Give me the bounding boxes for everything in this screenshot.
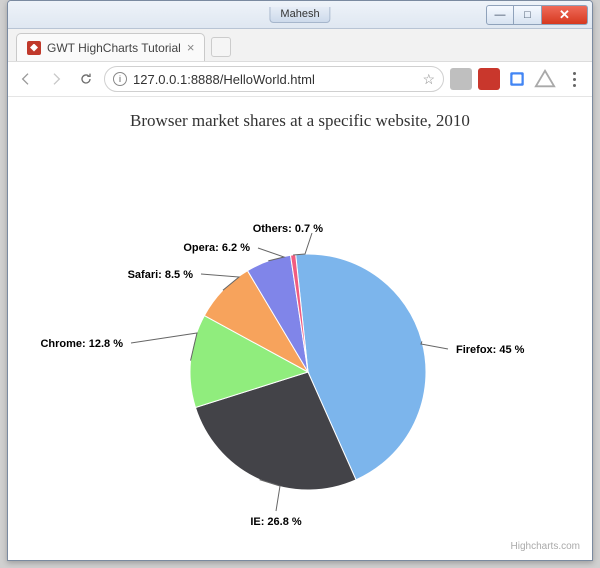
reload-icon xyxy=(78,71,94,87)
site-info-icon[interactable]: i xyxy=(113,72,127,86)
slice-label-safari: Safari: 8.5 % xyxy=(128,269,194,281)
slice-label-chrome: Chrome: 12.8 % xyxy=(40,338,123,350)
new-tab-button[interactable] xyxy=(211,37,231,57)
minimize-button[interactable]: — xyxy=(486,5,514,25)
extension-gray-icon[interactable] xyxy=(450,68,472,90)
menu-button[interactable] xyxy=(562,67,586,91)
extension-translate-icon[interactable] xyxy=(506,68,528,90)
back-button[interactable] xyxy=(14,67,38,91)
app-window: Mahesh — □ ✕ GWT HighCharts Tutorial × i… xyxy=(7,0,593,561)
window-username: Mahesh xyxy=(269,7,330,23)
close-button[interactable]: ✕ xyxy=(542,5,588,25)
tab-close-icon[interactable]: × xyxy=(187,40,195,55)
leader-line xyxy=(421,341,448,349)
reload-button[interactable] xyxy=(74,67,98,91)
slice-label-ie: IE: 26.8 % xyxy=(250,516,302,528)
window-titlebar[interactable]: Mahesh — □ ✕ xyxy=(8,1,592,29)
chart-credit[interactable]: Highcharts.com xyxy=(511,541,580,552)
leader-line xyxy=(131,333,197,361)
leader-line xyxy=(293,233,312,255)
bookmark-star-icon[interactable]: ☆ xyxy=(422,71,435,88)
extension-drive-icon[interactable] xyxy=(534,68,556,90)
forward-button[interactable] xyxy=(44,67,68,91)
back-icon xyxy=(18,71,34,87)
forward-icon xyxy=(48,71,64,87)
page-content: Browser market shares at a specific webs… xyxy=(8,97,592,560)
address-bar: i 127.0.0.1:8888/HelloWorld.html ☆ xyxy=(8,61,592,97)
slice-label-firefox: Firefox: 45 % xyxy=(456,344,525,356)
url-text: 127.0.0.1:8888/HelloWorld.html xyxy=(133,72,416,87)
slice-label-opera: Opera: 6.2 % xyxy=(183,242,250,254)
pie-chart: Firefox: 45 % IE: 26.8 % Chrome: 12.8 % Saf… xyxy=(8,97,592,560)
tab-title: GWT HighCharts Tutorial xyxy=(47,41,181,55)
menu-dot-icon xyxy=(573,72,576,75)
tab-strip: GWT HighCharts Tutorial × xyxy=(8,29,592,61)
maximize-button[interactable]: □ xyxy=(514,5,542,25)
window-buttons: — □ ✕ xyxy=(486,5,588,25)
favicon-icon xyxy=(27,41,41,55)
omnibox[interactable]: i 127.0.0.1:8888/HelloWorld.html ☆ xyxy=(104,66,444,92)
slice-label-others: Others: 0.7 % xyxy=(253,223,324,235)
browser-tab[interactable]: GWT HighCharts Tutorial × xyxy=(16,33,205,61)
extension-red-icon[interactable] xyxy=(478,68,500,90)
